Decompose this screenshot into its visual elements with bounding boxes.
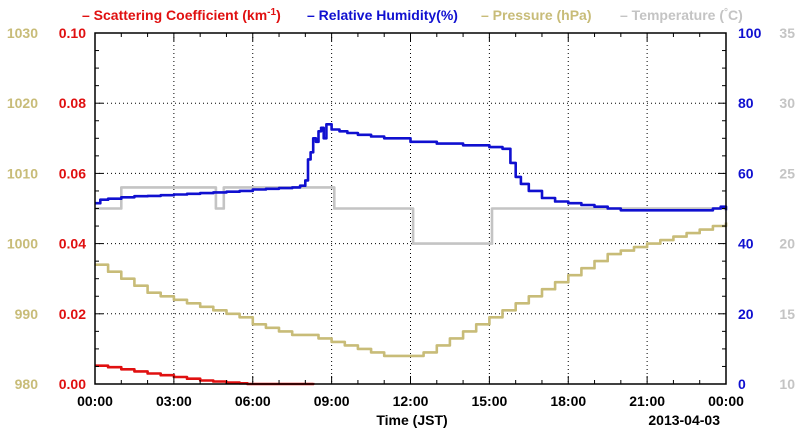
temperature-tick-label: 20 [779, 236, 795, 252]
x-tick-label: 06:00 [235, 393, 271, 409]
legend: – Scattering Coefficient (km-1) – Relativ… [82, 7, 743, 24]
pressure-tick-label: 1000 [7, 236, 38, 252]
pressure-tick-label: 1020 [7, 95, 38, 111]
humidity-tick-label: 0 [738, 376, 746, 392]
humidity-tick-label: 20 [738, 306, 754, 322]
legend-superscript: -1 [267, 7, 276, 18]
x-tick-label: 12:00 [393, 393, 429, 409]
legend-item: – Scattering Coefficient (km-1) [82, 7, 281, 24]
pressure-tick-label: 990 [15, 306, 39, 322]
pressure-tick-label: 1010 [7, 165, 38, 181]
date-label: 2013-04-03 [648, 412, 720, 428]
series-line-pressure [95, 222, 728, 358]
x-tick-label: 00:00 [708, 393, 744, 409]
legend-label: – Scattering Coefficient (km [82, 7, 267, 23]
scattering-tick-label: 0.04 [59, 236, 86, 252]
scattering-tick-label: 0.06 [59, 165, 86, 181]
x-tick-label: 09:00 [314, 393, 350, 409]
x-tick-label: 18:00 [550, 393, 586, 409]
scattering-tick-label: 0.00 [59, 376, 86, 392]
series-line-temperature [95, 186, 726, 245]
x-axis-label: Time (JST) [376, 412, 447, 428]
x-tick-label: 15:00 [471, 393, 507, 409]
legend-label: – Relative Humidity(%) [307, 7, 458, 23]
legend-suffix: ) [276, 7, 281, 23]
legend-item: – Pressure (hPa) [481, 7, 592, 23]
x-tick-label: 21:00 [629, 393, 665, 409]
pressure-tick-label: 1030 [7, 25, 38, 41]
axis-ticks [94, 32, 727, 385]
time-axis: 00:00 03:00 06:00 09:00 12:00 15:00 18:00 21:00… [77, 393, 744, 409]
legend-label: – Pressure (hPa) [481, 7, 592, 23]
legend-superscript: ° [724, 7, 728, 18]
temperature-tick-label: 30 [779, 95, 795, 111]
humidity-axis: 0 20 40 60 80 100 [738, 25, 762, 392]
temperature-axis: 10 15 20 25 30 35 [779, 25, 795, 392]
scattering-axis: 0.00 0.02 0.04 0.06 0.08 0.10 [59, 25, 86, 392]
legend-suffix: C) [728, 7, 743, 23]
temperature-tick-label: 25 [779, 165, 795, 181]
series-line-scattering [95, 364, 315, 386]
series-line-humidity [95, 123, 728, 212]
x-tick-label: 00:00 [77, 393, 113, 409]
scattering-tick-label: 0.10 [59, 25, 86, 41]
humidity-tick-label: 60 [738, 165, 754, 181]
pressure-tick-label: 980 [15, 376, 39, 392]
temperature-tick-label: 10 [779, 376, 795, 392]
humidity-tick-label: 100 [738, 25, 762, 41]
scattering-tick-label: 0.08 [59, 95, 86, 111]
legend-label: – Temperature ( [620, 7, 724, 23]
humidity-tick-label: 80 [738, 95, 754, 111]
temperature-tick-label: 15 [779, 306, 795, 322]
temperature-tick-label: 35 [779, 25, 795, 41]
pressure-axis: 980 990 1000 1010 1020 1030 [7, 25, 38, 392]
humidity-tick-label: 40 [738, 236, 754, 252]
scattering-tick-label: 0.02 [59, 306, 86, 322]
legend-item: – Temperature (°C) [620, 7, 743, 24]
legend-item: – Relative Humidity(%) [307, 7, 458, 23]
x-tick-label: 03:00 [156, 393, 192, 409]
series-layer [95, 123, 728, 386]
